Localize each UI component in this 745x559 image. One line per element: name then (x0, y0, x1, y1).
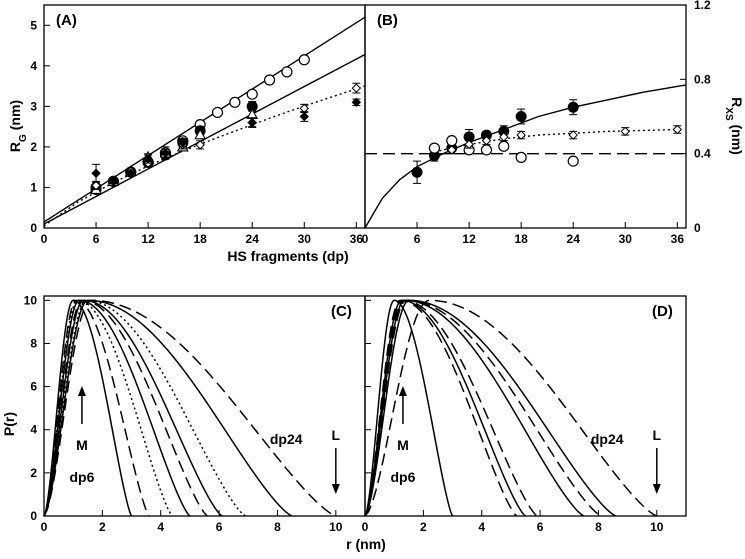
panel-a-data-point (247, 89, 257, 99)
panel-a-data-point (300, 113, 308, 121)
top-x-axis-label: HS fragments (dp) (227, 248, 348, 264)
panel-a-y-tick-label: 4 (30, 59, 37, 73)
panel-c-x-tick-label: 4 (157, 520, 164, 534)
panel-c-l-arrow-head (332, 484, 340, 494)
panel-a-x-tick-label: 6 (93, 232, 100, 246)
panel-a-y-label-main: R (7, 142, 23, 152)
panel-b-x-tick-label: 18 (514, 232, 528, 246)
panel-a-y-tick-label: 1 (30, 180, 37, 194)
panel-a-data-point (92, 169, 100, 177)
panel-c-label: (C) (331, 303, 352, 320)
panel-a-data-point (196, 141, 204, 149)
panel-a-x-tick-label: 18 (193, 232, 207, 246)
panel-a-x-tick-label: 0 (41, 232, 48, 246)
panel-a-data-point (265, 75, 275, 85)
panel-c-annotation-dp6: dp6 (69, 469, 94, 485)
panel-c-x-tick-label: 6 (216, 520, 223, 534)
panel-b-x-tick-label: 6 (414, 232, 421, 246)
panel-a-y-tick-label: 5 (30, 18, 37, 32)
panel-a-y-tick-label: 2 (30, 140, 37, 154)
panel-b-y-axis-label: RXS (nm) (724, 97, 745, 155)
panel-a-data-point (248, 119, 256, 127)
panel-b-data-point (412, 167, 422, 177)
panel-c-annotation-dp24: dp24 (270, 431, 303, 447)
panel-c-annotation-l: L (332, 427, 341, 443)
panel-b-data-point (516, 112, 526, 122)
panel-d-x-tick-label: 6 (537, 520, 544, 534)
panel-a-x-tick-label: 24 (246, 232, 260, 246)
panel-a-frame (44, 5, 365, 228)
panel-a-data-point (282, 67, 292, 77)
panel-a-data-point (230, 97, 240, 107)
panel-c-y-tick-label: 8 (30, 336, 37, 350)
panel-b-x-tick-label: 0 (362, 232, 369, 246)
panel-d-label: (D) (652, 303, 673, 320)
panel-d-x-tick-label: 2 (420, 520, 427, 534)
panel-b-y-label-main: R (729, 97, 745, 107)
panel-d-annotation-m: M (397, 437, 409, 453)
panel-a-y-label-unit: (nm) (7, 100, 23, 134)
panel-b-data-point (499, 141, 509, 151)
panel-b-y-label-unit: (nm) (729, 121, 745, 155)
panel-d-l-arrow-head (653, 484, 661, 494)
panel-c-x-tick-label: 2 (99, 520, 106, 534)
panel-d-annotation-l: L (653, 427, 662, 443)
panel-b-data-point (516, 152, 526, 162)
panel-a-y-axis-label: RG (nm) (7, 100, 29, 152)
panel-b-data-point (447, 136, 457, 146)
panel-b-y-tick-label: 1.2 (694, 0, 711, 12)
panel-c-x-tick-label: 0 (41, 520, 48, 534)
panel-b-data-point (481, 145, 491, 155)
panel-b-data-point (569, 131, 577, 139)
panel-d-x-tick-label: 10 (650, 520, 664, 534)
panel-d-annotation-dp24: dp24 (591, 431, 624, 447)
panel-b-data-point (568, 156, 578, 166)
panel-d-x-tick-label: 4 (478, 520, 485, 534)
panel-c-annotation-m: M (76, 437, 88, 453)
panel-d-m-arrow-head (399, 386, 407, 396)
panel-b-y-label-sub: XS (724, 107, 735, 121)
panel-b-y-tick-label: 0.8 (694, 72, 711, 86)
panel-a-y-tick-label: 3 (30, 99, 37, 113)
axes-layer (44, 5, 686, 516)
panel-c-y-tick-label: 2 (30, 466, 37, 480)
panel-b-y-tick-label: 0.4 (694, 147, 711, 161)
panel-a-x-tick-label: 12 (141, 232, 155, 246)
panel-c-y-axis-label: P(r) (1, 412, 17, 436)
panel-c-y-tick-label: 10 (24, 293, 38, 307)
panel-a-x-tick-label: 30 (298, 232, 312, 246)
panel-b-data-point (429, 143, 439, 153)
panel-c-y-tick-label: 4 (30, 423, 37, 437)
panel-c-x-tick-label: 8 (274, 520, 281, 534)
panel-b-y-tick-label: 0 (694, 221, 701, 235)
panel-b-data-point (568, 102, 578, 112)
panel-a-label: (A) (56, 12, 77, 29)
panel-c-y-tick-label: 0 (30, 509, 37, 523)
panel-d-annotation-dp6: dp6 (390, 469, 415, 485)
panel-b-data-point (673, 126, 681, 134)
panel-a-data-point (352, 84, 360, 92)
panel-a-fit-line (44, 86, 365, 226)
panel-b-x-tick-label: 12 (462, 232, 476, 246)
panel-b-label: (B) (377, 12, 398, 29)
bottom-x-axis-label: r (nm) (346, 536, 386, 552)
panel-d-x-tick-label: 8 (595, 520, 602, 534)
panel-c-m-arrow-head (78, 386, 86, 396)
panel-c-y-tick-label: 6 (30, 380, 37, 394)
panel-a-data-point (299, 55, 309, 65)
panel-b-x-tick-label: 30 (619, 232, 633, 246)
panel-b-data-point (621, 127, 629, 135)
panel-d-x-tick-label: 0 (362, 520, 369, 534)
panel-b-x-tick-label: 36 (671, 232, 685, 246)
panel-b-x-tick-label: 24 (567, 232, 581, 246)
panel-c-x-tick-label: 10 (329, 520, 343, 534)
panel-a-y-tick-label: 0 (30, 221, 37, 235)
panel-a-data-point (213, 107, 223, 117)
